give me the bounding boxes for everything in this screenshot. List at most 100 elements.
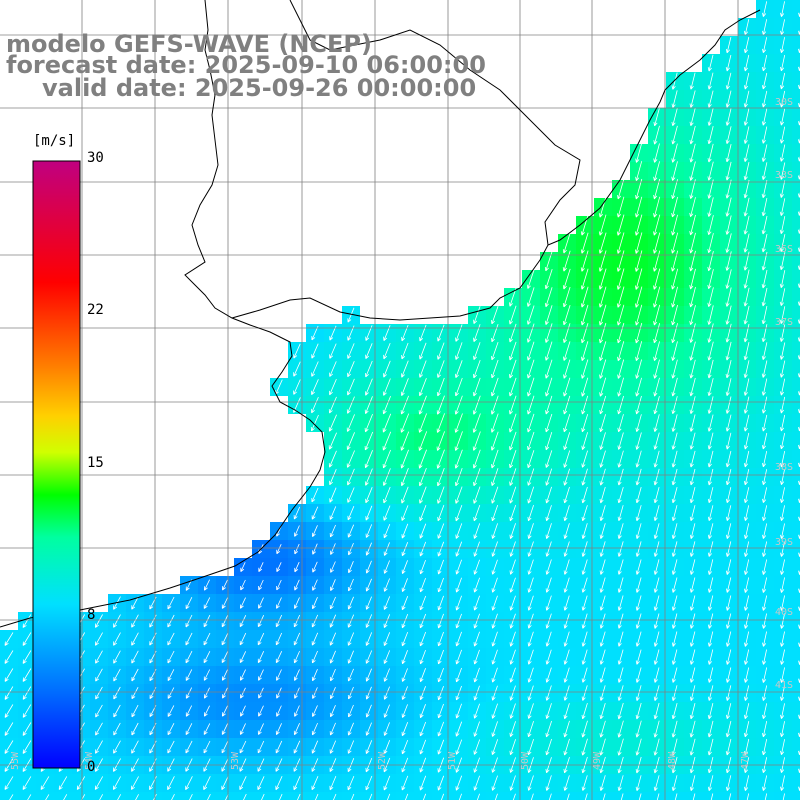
wind-arrow	[689, 685, 696, 701]
wind-arrow	[743, 215, 750, 235]
wind-arrow	[707, 667, 714, 683]
wind-arrow	[329, 487, 337, 503]
wind-arrow	[780, 631, 785, 647]
wind-arrow	[761, 180, 768, 199]
wind-arrow	[635, 685, 642, 701]
wind-arrow	[401, 613, 409, 629]
wind-arrow	[545, 541, 552, 557]
wind-arrow	[744, 649, 750, 665]
wind-arrow	[725, 197, 732, 217]
wind-cell	[72, 792, 90, 800]
wind-arrow	[617, 775, 624, 791]
wind-arrow	[689, 667, 696, 683]
wind-arrow	[95, 650, 103, 664]
wind-arrow	[725, 523, 732, 539]
wind-arrow	[744, 595, 750, 611]
wind-arrow	[258, 669, 264, 681]
wind-arrow	[204, 687, 210, 699]
wind-arrow	[4, 722, 14, 736]
wind-arrow	[113, 722, 121, 736]
wind-arrow	[671, 196, 678, 218]
wind-arrow	[689, 179, 696, 199]
wind-arrow	[401, 342, 409, 360]
wind-arrow	[671, 396, 678, 415]
wind-arrow	[221, 651, 229, 664]
wind-arrow	[762, 667, 768, 683]
wind-arrow	[728, 793, 732, 800]
wind-arrow	[383, 560, 390, 574]
wind-arrow	[222, 705, 228, 717]
wind-arrow	[598, 268, 607, 290]
wind-arrow	[311, 597, 318, 610]
wind-arrow	[780, 433, 786, 450]
wind-arrow	[707, 233, 714, 254]
wind-arrow	[383, 704, 390, 718]
wind-arrow	[276, 669, 282, 681]
wind-arrow	[527, 649, 534, 665]
wind-arrow	[725, 378, 732, 396]
wind-arrow	[598, 214, 607, 236]
wind-arrow	[671, 468, 678, 486]
wind-cell	[90, 792, 108, 800]
wind-arrow	[347, 775, 355, 791]
wind-arrow	[509, 486, 517, 504]
wind-arrow	[761, 378, 768, 396]
wind-arrow	[203, 632, 211, 646]
wind-arrow	[707, 541, 714, 557]
wind-arrow	[545, 359, 553, 379]
wind-arrow	[617, 649, 624, 665]
wind-arrow	[258, 579, 264, 591]
wind-arrow	[382, 395, 391, 415]
wind-arrow	[671, 72, 678, 90]
wind-arrow	[671, 577, 678, 593]
wind-arrow	[780, 487, 785, 503]
wind-arrow	[95, 704, 103, 718]
wind-arrow	[653, 377, 660, 397]
wind-arrow	[527, 595, 534, 611]
wind-arrow	[653, 702, 660, 720]
wind-cell	[792, 360, 800, 378]
wind-arrow	[311, 361, 319, 377]
wind-cell	[792, 792, 800, 800]
wind-arrow	[762, 523, 768, 539]
wind-arrow	[131, 650, 139, 664]
wind-arrow	[22, 776, 32, 790]
wind-arrow	[762, 595, 768, 611]
wind-arrow	[527, 341, 535, 361]
wind-arrow	[437, 667, 444, 683]
wind-cell	[792, 738, 800, 756]
wind-arrow	[383, 668, 390, 682]
wind-arrow	[365, 596, 372, 610]
wind-arrow	[185, 650, 193, 664]
valid-date: valid date: 2025-09-26 00:00:00	[42, 74, 477, 102]
wind-arrow	[743, 233, 750, 253]
wind-cell	[252, 792, 270, 800]
wind-cell	[486, 792, 504, 800]
wind-arrow	[454, 377, 463, 397]
wind-arrow	[545, 559, 552, 575]
wind-arrow	[383, 614, 391, 628]
wind-arrow	[383, 596, 391, 610]
wind-arrow	[689, 450, 696, 468]
wind-arrow	[779, 180, 786, 198]
wind-arrow	[707, 595, 714, 611]
wind-arrow	[599, 595, 606, 611]
wind-arrow	[653, 214, 661, 236]
wind-arrow	[347, 740, 355, 754]
wind-arrow	[422, 793, 427, 800]
wind-arrow	[312, 525, 318, 538]
wind-cell	[792, 774, 800, 792]
wind-arrow	[22, 614, 32, 628]
wind-arrow	[113, 632, 121, 646]
wind-arrow	[744, 613, 750, 629]
wind-arrow	[491, 449, 499, 469]
wind-arrow	[167, 687, 175, 699]
wind-arrow	[562, 268, 571, 290]
wind-arrow	[455, 667, 462, 683]
wind-arrow	[581, 595, 588, 611]
wind-arrow	[131, 722, 139, 736]
wind-arrow	[419, 360, 427, 378]
wind-arrow	[617, 667, 624, 683]
wind-arrow	[257, 723, 264, 735]
wind-arrow	[455, 541, 463, 557]
